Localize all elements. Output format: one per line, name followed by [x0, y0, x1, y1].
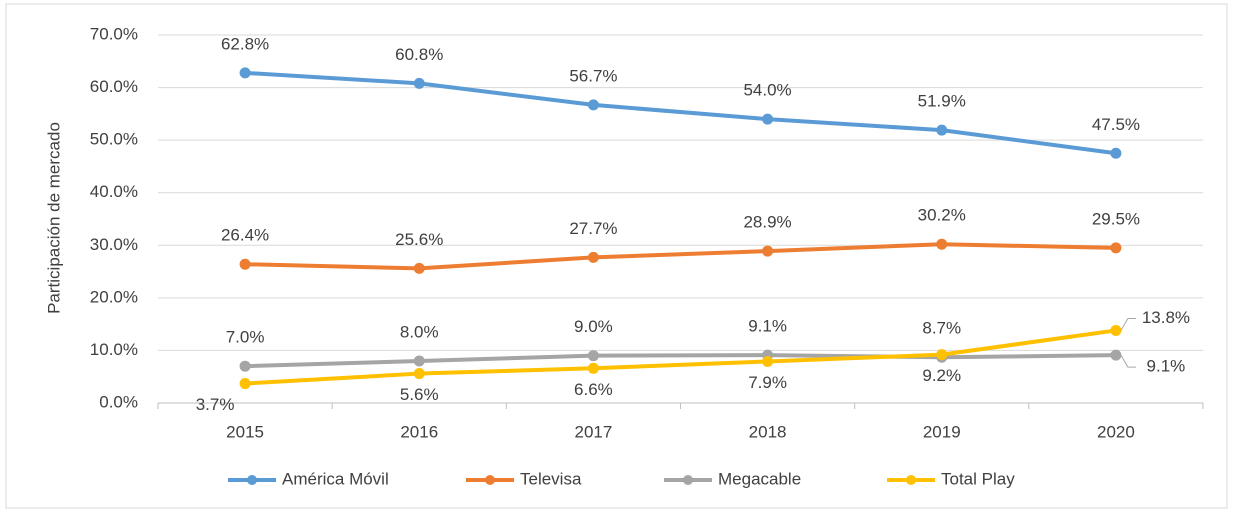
marker [587, 362, 599, 374]
marker [1110, 242, 1122, 254]
data-label: 30.2% [918, 206, 966, 225]
y-tick-label: 0.0% [99, 392, 138, 411]
y-tick-label: 70.0% [90, 24, 138, 43]
data-label: 47.5% [1092, 115, 1140, 134]
marker [1110, 147, 1122, 159]
data-label: 27.7% [569, 219, 617, 238]
x-tick-label: 2018 [749, 422, 787, 441]
data-label: 9.1% [1147, 357, 1186, 376]
marker [762, 355, 774, 367]
marker [413, 355, 425, 367]
legend-label: Televisa [520, 469, 582, 488]
x-tick-label: 2020 [1097, 422, 1135, 441]
marker [239, 258, 251, 270]
marker [413, 262, 425, 274]
x-tick-label: 2016 [400, 422, 438, 441]
data-label: 62.8% [221, 34, 269, 53]
marker [1110, 324, 1122, 336]
y-axis-title: Participación de mercado [44, 122, 63, 314]
y-tick-label: 60.0% [90, 77, 138, 96]
marker [239, 360, 251, 372]
x-tick-label: 2017 [575, 422, 613, 441]
y-tick-label: 50.0% [90, 130, 138, 149]
y-tick-label: 20.0% [90, 287, 138, 306]
series-line [244, 328, 1117, 386]
data-label: 60.8% [395, 45, 443, 64]
y-tick-label: 30.0% [90, 235, 138, 254]
legend-label: Total Play [941, 469, 1015, 488]
data-label: 56.7% [569, 66, 617, 85]
marker [239, 378, 251, 390]
y-tick-label: 40.0% [90, 182, 138, 201]
marker [413, 77, 425, 89]
data-label: 6.6% [574, 380, 613, 399]
data-label: 9.2% [922, 366, 961, 385]
marker [936, 349, 948, 361]
data-label: 9.0% [574, 317, 613, 336]
legend-marker [247, 475, 257, 485]
legend-marker [485, 475, 495, 485]
data-label: 26.4% [221, 226, 269, 245]
series-line [244, 70, 1117, 156]
data-label: 5.6% [400, 385, 439, 404]
data-label: 51.9% [918, 92, 966, 111]
marker [762, 245, 774, 257]
legend-label: América Móvil [282, 469, 389, 488]
legend-label: Megacable [718, 469, 801, 488]
data-label: 54.0% [743, 81, 791, 100]
legend-marker [906, 475, 916, 485]
data-label: 28.9% [743, 213, 791, 232]
marker [587, 350, 599, 362]
marker [587, 99, 599, 111]
marker [936, 238, 948, 250]
data-label: 7.0% [226, 328, 265, 347]
data-label: 8.7% [922, 319, 961, 338]
data-label: 3.7% [196, 395, 235, 414]
marker [1110, 349, 1122, 361]
x-tick-label: 2019 [923, 422, 961, 441]
marker [239, 67, 251, 79]
data-label: 29.5% [1092, 209, 1140, 228]
marker [587, 251, 599, 263]
marker [936, 124, 948, 136]
data-label: 7.9% [748, 373, 787, 392]
data-label: 13.8% [1142, 308, 1190, 327]
marker [413, 368, 425, 380]
data-label: 8.0% [400, 322, 439, 341]
legend-marker [683, 475, 693, 485]
series-line [245, 353, 1116, 369]
y-tick-label: 10.0% [90, 340, 138, 359]
marker [762, 113, 774, 125]
series-line [245, 242, 1116, 271]
data-label: 25.6% [395, 230, 443, 249]
leader-line [1120, 317, 1136, 331]
leader-line [1120, 354, 1136, 368]
data-label: 9.1% [748, 317, 787, 336]
x-tick-label: 2015 [226, 422, 264, 441]
